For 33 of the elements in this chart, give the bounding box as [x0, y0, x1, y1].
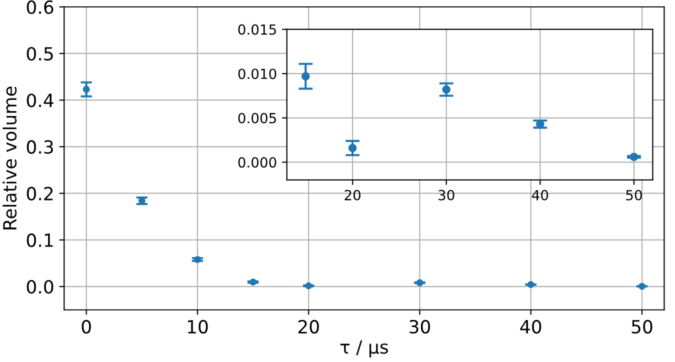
x-tick-label: 30: [410, 320, 430, 334]
point: [527, 281, 534, 288]
y-tick-label: 0.010: [238, 68, 276, 80]
y-tick-label: 0.0: [26, 280, 54, 294]
y-tick-label: 0.015: [238, 24, 276, 35]
x-tick-label: 50: [626, 190, 642, 200]
x-axis-title: τ / μs: [340, 340, 388, 358]
x-tick-label: 40: [532, 190, 548, 200]
x-tick-label: 20: [298, 320, 319, 334]
point: [305, 282, 312, 290]
point: [82, 86, 90, 93]
y-tick-label: 0.6: [26, 0, 54, 14]
y-tick-label: 0.1: [26, 233, 53, 248]
y-axis-title: Relative volume: [2, 86, 17, 230]
point: [630, 152, 638, 162]
y-tick-label: 0.2: [26, 186, 53, 200]
point: [638, 282, 646, 290]
point: [442, 85, 451, 94]
x-tick-label: 10: [188, 320, 208, 334]
point: [416, 279, 424, 286]
y-tick-label: 0.3: [26, 140, 53, 154]
point: [250, 278, 257, 286]
y-tick-label: 0.5: [26, 46, 53, 61]
point: [348, 144, 357, 152]
y-tick-label: 0.005: [238, 112, 276, 124]
x-tick-label: 30: [438, 190, 454, 200]
x-tick-label: 0: [82, 320, 91, 334]
y-tick-label: 0.000: [238, 157, 276, 168]
x-tick-label: 50: [632, 320, 652, 334]
y-tick-label: 0.4: [26, 94, 54, 108]
x-tick-label: 20: [344, 190, 360, 200]
point: [301, 72, 310, 80]
x-tick-label: 40: [520, 320, 542, 334]
